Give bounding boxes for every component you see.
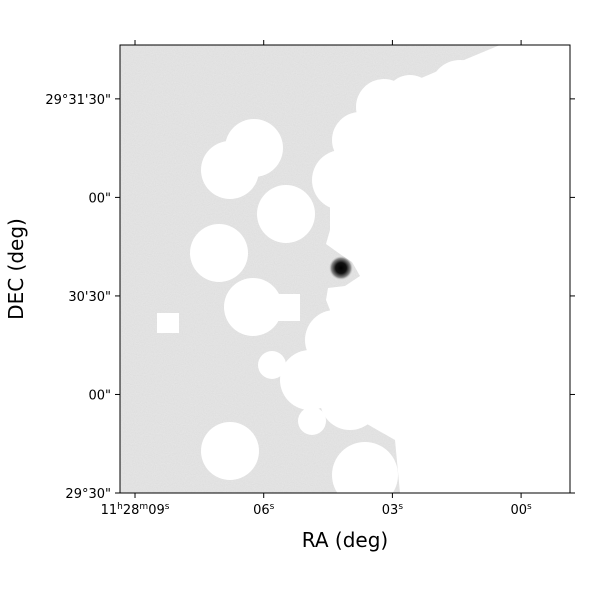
frame (119, 44, 571, 494)
x-tick-label: 00s (510, 502, 532, 518)
x-axis-label: RA (deg) (302, 528, 388, 552)
y-tick-label: 00" (88, 388, 111, 403)
image (120, 45, 570, 493)
x-tick-label: 03s (382, 502, 404, 518)
x-tick-label: 11h28m09s (101, 502, 170, 518)
x-tick-label: 06s (253, 502, 275, 518)
y-tick-label: 30'30" (68, 290, 111, 305)
y-tick-label: 00" (88, 191, 111, 206)
masked-region (157, 45, 570, 493)
y-tick-label: 29°30" (65, 487, 111, 502)
y-axis-label: DEC (deg) (4, 218, 28, 320)
y-tick-label: 29°31'30" (45, 93, 111, 108)
